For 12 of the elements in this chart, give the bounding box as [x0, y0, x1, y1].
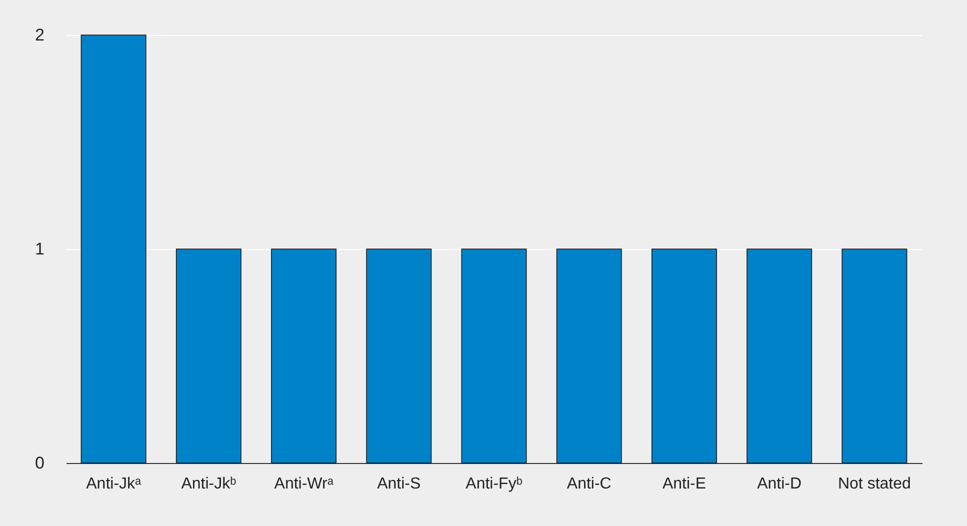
- x-tick-label: Anti-D: [757, 476, 802, 492]
- y-tick-label: 2: [35, 26, 44, 44]
- x-tick-label: Anti-Jkᵃ: [86, 476, 142, 492]
- x-tick-label: Not stated: [838, 476, 911, 492]
- y-tick-label: 1: [35, 240, 44, 258]
- x-tick-label: Anti-Jkᵇ: [181, 476, 236, 492]
- x-tick-label: Anti-Wrᵃ: [274, 476, 334, 492]
- x-tick-label: Anti-S: [377, 476, 421, 492]
- x-tick-label: Anti-Fyᵇ: [466, 476, 522, 492]
- x-tick-label: Anti-C: [566, 476, 612, 492]
- x-tick-label: Anti-E: [662, 476, 706, 492]
- y-tick-label: 0: [35, 454, 44, 472]
